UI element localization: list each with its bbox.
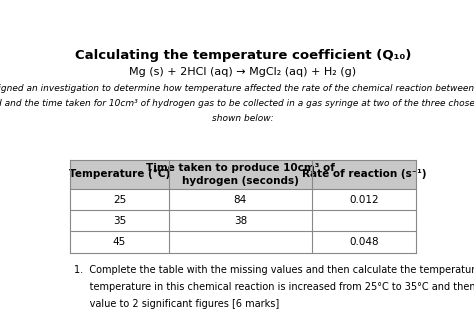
Bar: [70, 189, 416, 210]
Text: 84: 84: [234, 195, 247, 205]
Text: A student designed an investigation to determine how temperature affected the ra: A student designed an investigation to d…: [0, 84, 474, 93]
Text: Calculating the temperature coefficient (Q₁₀): Calculating the temperature coefficient …: [75, 49, 411, 62]
Bar: [70, 160, 416, 189]
Text: Rate of reaction (s⁻¹): Rate of reaction (s⁻¹): [301, 169, 426, 179]
Text: 45: 45: [113, 237, 126, 247]
Text: hydrochloric acid and the time taken for 10cm³ of hydrogen gas to be collected i: hydrochloric acid and the time taken for…: [0, 99, 474, 108]
Text: value to 2 significant figures [6 marks]: value to 2 significant figures [6 marks]: [74, 299, 279, 309]
Text: 35: 35: [113, 216, 126, 226]
Text: Mg (s) + 2HCl (aq) → MgCl₂ (aq) + H₂ (g): Mg (s) + 2HCl (aq) → MgCl₂ (aq) + H₂ (g): [129, 67, 356, 77]
Text: temperature in this chemical reaction is increased from 25°C to 35°C and then fr: temperature in this chemical reaction is…: [74, 282, 474, 292]
Bar: [70, 210, 416, 231]
Bar: [70, 231, 416, 253]
Text: Time taken to produce 10cm³ of
hydrogen (seconds): Time taken to produce 10cm³ of hydrogen …: [146, 163, 335, 186]
Text: 0.048: 0.048: [349, 237, 379, 247]
Text: shown below:: shown below:: [212, 114, 274, 123]
Text: 38: 38: [234, 216, 247, 226]
Text: 25: 25: [113, 195, 126, 205]
Text: Temperature (°C): Temperature (°C): [69, 169, 170, 179]
Text: 0.012: 0.012: [349, 195, 379, 205]
Text: 1.  Complete the table with the missing values and then calculate the temperatur: 1. Complete the table with the missing v…: [74, 266, 474, 275]
